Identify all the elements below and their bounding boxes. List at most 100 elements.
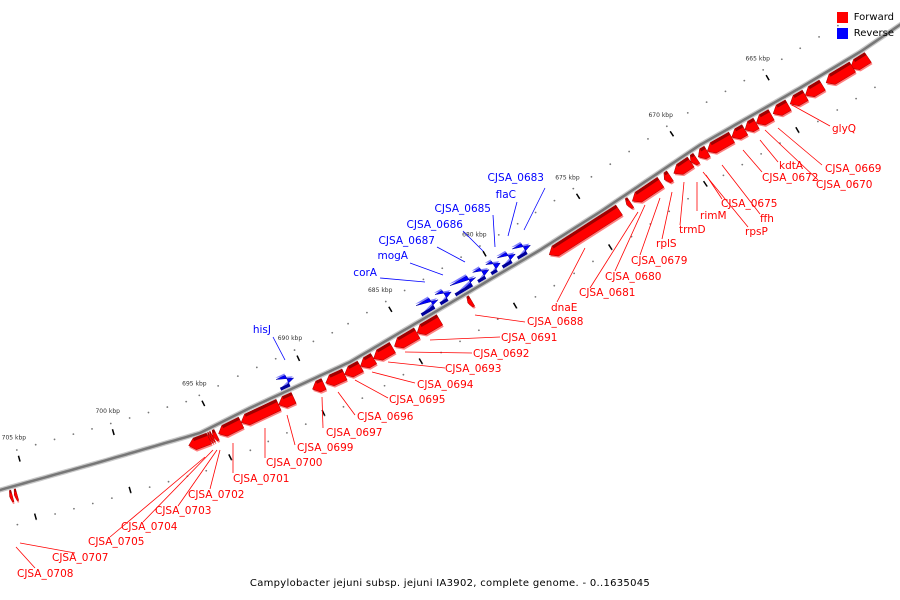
gene-rimM	[698, 145, 712, 161]
minor-tick	[572, 187, 575, 190]
gene-label-line	[337, 391, 356, 416]
tick-label: 665 kbp	[745, 55, 770, 62]
minor-tick	[816, 120, 819, 123]
tick-label: 680 kbp	[462, 232, 487, 239]
legend: Forward Reverse	[836, 9, 894, 41]
major-tick	[128, 486, 132, 493]
gene-edge	[759, 109, 770, 118]
gene-edge	[516, 251, 528, 260]
gene-rpsP	[706, 131, 736, 155]
gene-block	[373, 341, 396, 361]
gene-label-line	[523, 187, 546, 231]
gene-dnaE	[548, 204, 624, 258]
minor-tick	[609, 163, 612, 166]
gene-label: glyQ	[832, 123, 856, 135]
tick-label: 700 kbp	[95, 408, 120, 415]
gene-label: CJSA_0686	[407, 219, 464, 231]
legend-reverse-label: Reverse	[853, 27, 894, 39]
minor-tick	[167, 480, 170, 483]
gene-edge	[625, 197, 629, 202]
gene-edge	[419, 314, 439, 327]
gene-unnamed	[850, 52, 873, 72]
gene-edge	[329, 369, 344, 378]
gene-label-line	[272, 336, 286, 361]
major-tick	[607, 244, 613, 250]
gene-shadow	[471, 266, 488, 281]
minor-tick	[743, 79, 746, 82]
gene-edge	[477, 275, 486, 283]
gene-label-line	[661, 191, 673, 240]
minor-tick	[553, 199, 556, 202]
minor-tick	[15, 449, 18, 451]
minor-tick	[724, 90, 727, 93]
minor-tick	[534, 211, 537, 214]
minor-tick	[590, 175, 593, 178]
gene-CJSA_0694	[360, 353, 378, 370]
gene-block	[772, 99, 792, 116]
map-title: Campylobacter jejuni subsp. jejuni IA390…	[249, 578, 651, 589]
minor-tick	[147, 411, 150, 414]
minor-tick	[836, 109, 839, 111]
major-tick	[418, 358, 423, 365]
gene-label: rimM	[700, 210, 727, 222]
minor-tick	[460, 256, 463, 259]
minor-tick	[722, 174, 725, 177]
gene-label-line	[742, 149, 763, 173]
gene-label: CJSA_0679	[631, 255, 687, 267]
gene-label: kdtA	[779, 160, 804, 172]
gene-label: CJSA_0705	[88, 536, 144, 548]
gene-CJSA_0701	[218, 416, 245, 438]
major-tick	[512, 302, 518, 309]
gene-edge	[348, 361, 359, 369]
major-tick	[111, 429, 115, 436]
gene-label-line	[387, 361, 446, 369]
gene-label-line	[436, 246, 466, 263]
minor-tick	[441, 267, 444, 270]
gene-edge	[734, 124, 744, 132]
gene-label: CJSA_0669	[825, 163, 881, 175]
minor-tick	[53, 438, 56, 441]
gene-CJSA_0708	[9, 489, 15, 504]
gene-label-line	[589, 211, 639, 289]
minor-tick	[760, 153, 763, 155]
gene-label: CJSA_0702	[188, 489, 244, 501]
gene-block	[344, 360, 364, 378]
gene-CJSA_0697	[312, 378, 328, 394]
gene-rplS	[673, 156, 696, 176]
gene-label: CJSA_0707	[52, 552, 108, 564]
major-tick	[702, 180, 708, 187]
minor-tick	[780, 58, 783, 61]
gene-CJSA_0680	[631, 176, 666, 204]
gene-label: flaC	[496, 189, 516, 201]
backbone-shadow	[0, 21, 900, 493]
gene-edge	[793, 90, 804, 98]
minor-tick	[855, 97, 858, 100]
gene-label-line	[507, 201, 518, 237]
gene-label: CJSA_0693	[445, 363, 501, 375]
gene-edge	[690, 153, 695, 158]
gene-edge	[420, 305, 436, 317]
gene-edge	[279, 383, 291, 391]
gene-label-line	[764, 129, 819, 181]
minor-tick	[331, 331, 334, 334]
gene-CJSA_0691	[416, 314, 444, 337]
gene-edge	[501, 260, 513, 269]
gene-CJSA_0693	[373, 341, 397, 362]
legend-reverse: Reverse	[836, 25, 894, 41]
gene-label-line	[19, 542, 76, 554]
gene-label: CJSA_0680	[605, 271, 661, 283]
minor-tick	[347, 322, 349, 325]
minor-tick	[741, 163, 744, 166]
major-tick	[575, 193, 581, 200]
minor-tick	[236, 375, 239, 378]
gene-corA	[415, 296, 439, 317]
gene-CJSA_0669	[804, 79, 827, 99]
minor-tick	[477, 329, 480, 332]
gene-edge	[376, 342, 391, 353]
gene-edge	[209, 431, 212, 435]
gene-edge	[663, 170, 669, 176]
gene-label-line	[679, 181, 685, 226]
gene-label-line	[409, 262, 444, 276]
tick-label: 705 kbp	[2, 434, 27, 441]
